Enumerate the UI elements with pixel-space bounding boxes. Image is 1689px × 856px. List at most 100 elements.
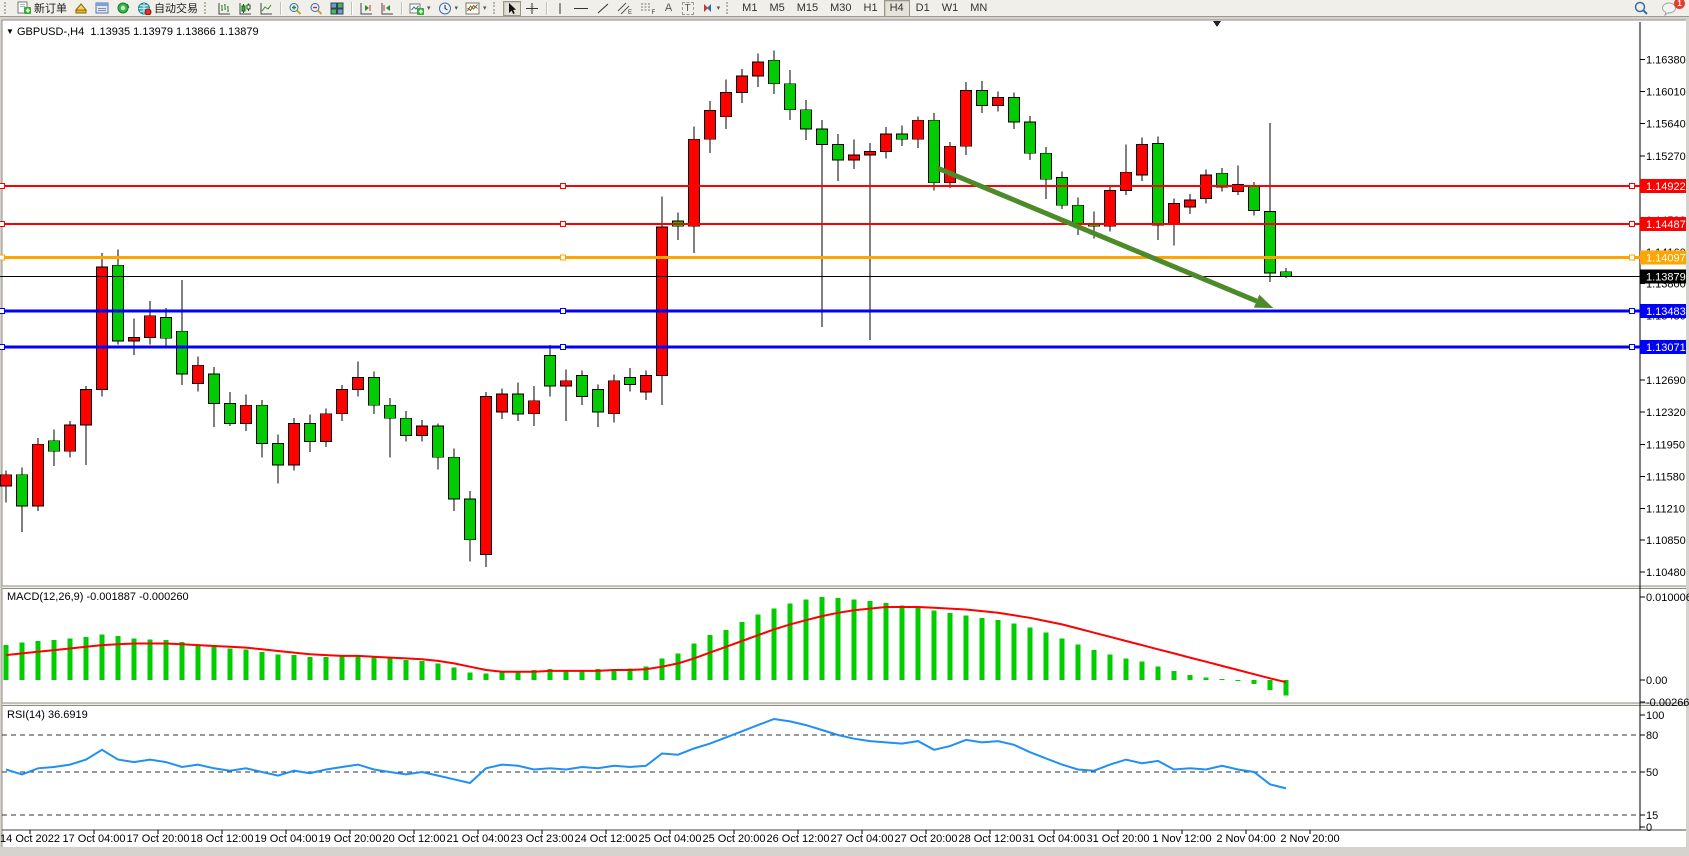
toolbar-grip[interactable]	[726, 2, 732, 14]
chart-menu-icon[interactable]: ▼	[6, 27, 14, 36]
tf-m30-button[interactable]: M30	[830, 2, 852, 14]
tf-m1-button[interactable]: M1	[742, 2, 758, 14]
tf-d1-button[interactable]: D1	[915, 2, 930, 14]
rsi-line	[5, 717, 1287, 790]
chart-shift-marker[interactable]	[1213, 21, 1221, 27]
rsi-pane-separator[interactable]	[2, 702, 1686, 706]
bar-chart-button[interactable]	[214, 1, 234, 16]
tf-m15-button[interactable]: M15	[796, 2, 819, 14]
hline-handle[interactable]	[0, 220, 5, 227]
search-icon	[1634, 1, 1648, 15]
trend-arrow[interactable]	[936, 165, 1274, 309]
vertical-line-tool-button[interactable]	[551, 1, 569, 16]
auto-scroll-button[interactable]	[377, 1, 397, 16]
toolbar-grip[interactable]	[4, 2, 10, 14]
line-chart-button[interactable]	[256, 1, 276, 16]
candle-body	[560, 380, 572, 387]
tile-windows-button[interactable]	[327, 1, 347, 16]
candle-body	[64, 424, 76, 452]
hline-handle[interactable]	[1629, 254, 1635, 261]
tf-h4-button[interactable]: H4	[883, 0, 910, 17]
candle-body	[704, 110, 716, 140]
price-tick-label: 1.10480	[1646, 567, 1686, 579]
date-axis[interactable]: 14 Oct 2022 17 Oct 04:00 17 Oct 20:00 18 Oc…	[0, 830, 1340, 845]
chart-shift-button[interactable]	[356, 1, 376, 16]
tf-h1-button[interactable]: H1	[863, 2, 878, 14]
tf-m5-button[interactable]: M5	[769, 2, 785, 14]
candle-body	[1264, 210, 1276, 274]
candle-body	[960, 90, 972, 147]
bar-chart-icon	[218, 2, 230, 14]
hline-handle[interactable]	[560, 220, 566, 227]
candle-body	[112, 264, 124, 342]
macd-pane-separator[interactable]	[2, 585, 1686, 589]
tf-mn-button[interactable]: MN	[970, 2, 988, 14]
candle-body	[608, 380, 620, 415]
candle-body	[496, 393, 508, 413]
zoom-in-button[interactable]	[285, 1, 305, 16]
candle-body	[128, 336, 140, 342]
hline-handle[interactable]	[560, 308, 566, 315]
auto-trading-button[interactable]: 自动交易	[134, 1, 201, 16]
candle-chart-button[interactable]	[235, 1, 255, 16]
cursor-tool-button[interactable]	[502, 0, 521, 16]
new-chart-button[interactable]: ▾	[406, 1, 434, 16]
svg-text:1.14097: 1.14097	[1646, 253, 1686, 265]
hline-handle[interactable]	[0, 343, 5, 350]
candle-body	[272, 442, 284, 466]
zoom-out-button[interactable]	[306, 1, 326, 16]
toolbar-grip[interactable]	[204, 2, 210, 14]
candle-body	[80, 389, 92, 426]
date-tick-label: 17 Oct 04:00	[63, 833, 126, 845]
hline-handle[interactable]	[1629, 308, 1635, 315]
hline-handle[interactable]	[1629, 183, 1635, 189]
periods-button[interactable]: ▾	[435, 1, 462, 16]
hline-handle[interactable]	[560, 343, 566, 350]
toolbar-grip[interactable]	[492, 2, 499, 14]
candle-body	[1152, 143, 1164, 226]
hline-handle[interactable]	[0, 254, 5, 261]
candle-body	[928, 119, 940, 184]
label-tool-button[interactable]: T	[679, 1, 697, 16]
templates-button[interactable]: ▾	[462, 1, 490, 16]
macd-histogram	[3, 597, 1289, 696]
svg-text:1.14922: 1.14922	[1646, 181, 1686, 193]
chart-shift-icon	[360, 2, 372, 14]
date-tick-label: 31 Oct 20:00	[1087, 833, 1150, 845]
hline-handle[interactable]	[1629, 343, 1635, 350]
tf-w1-button[interactable]: W1	[941, 2, 959, 14]
hline-handle[interactable]	[560, 183, 566, 189]
candle-body	[976, 90, 988, 106]
hline-handle[interactable]	[0, 308, 5, 315]
candle-body	[624, 376, 636, 385]
search-button[interactable]	[1630, 1, 1652, 16]
hline-handle[interactable]	[560, 254, 566, 261]
date-tick-label: 19 Oct 04:00	[255, 833, 318, 845]
data-window-button[interactable]	[92, 1, 112, 16]
hline-handle[interactable]	[1629, 220, 1635, 227]
horizontal-line-tool-button[interactable]	[570, 1, 592, 16]
chart-ohlc: 1.13935 1.13979 1.13866 1.13879	[90, 26, 259, 38]
date-tick-label: 23 Oct 23:00	[511, 833, 574, 845]
channel-tool-button[interactable]: E	[614, 1, 636, 16]
fibonacci-tool-button[interactable]: F	[637, 1, 659, 16]
candle-body	[1216, 172, 1228, 188]
trendline-tool-button[interactable]	[593, 1, 613, 16]
text-tool-button[interactable]: A	[660, 1, 678, 16]
channel-icon: E	[617, 2, 632, 15]
hline-handle[interactable]	[0, 183, 5, 189]
macd-signal-line	[5, 606, 1287, 684]
candle-body	[192, 364, 204, 384]
candle-body	[464, 498, 476, 541]
date-tick-label: 1 Nov 12:00	[1152, 833, 1211, 845]
crosshair-tool-button[interactable]	[522, 1, 542, 16]
notifications-button[interactable]: 1	[1658, 0, 1685, 16]
new-order-button[interactable]: 新订单	[14, 1, 70, 16]
navigator-button[interactable]	[113, 1, 133, 16]
candle-body	[816, 128, 828, 145]
arrows-tool-button[interactable]: ▾	[698, 1, 724, 16]
market-watch-button[interactable]	[71, 1, 91, 16]
candle-body	[848, 154, 860, 161]
macd-tick-label: 0.00	[1646, 675, 1667, 687]
